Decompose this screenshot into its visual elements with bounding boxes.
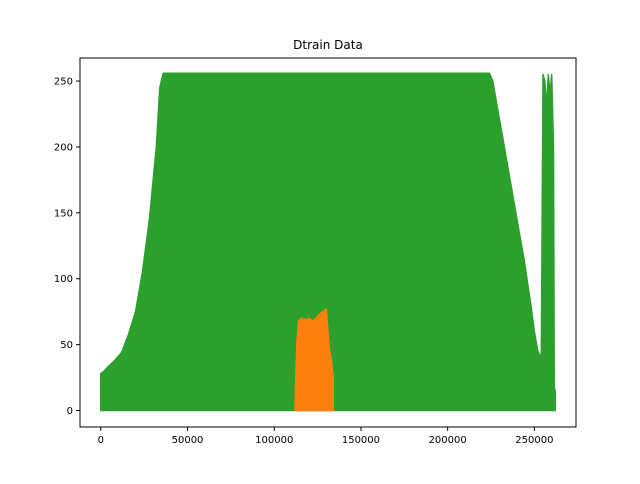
axes-frame	[79, 57, 577, 428]
y-tick-label: 50	[60, 340, 73, 351]
x-tick-label: 200000	[429, 435, 467, 446]
x-tick-label: 0	[98, 435, 104, 446]
chart-title: Dtrain Data	[293, 38, 363, 52]
x-tick-label: 250000	[515, 435, 553, 446]
plot-series	[100, 72, 556, 412]
y-tick-label: 150	[54, 208, 73, 219]
y-tick-label: 0	[67, 406, 73, 417]
y-tick-label: 250	[54, 77, 73, 88]
series-1-area	[100, 72, 556, 412]
x-axis-ticks: 0 50000 100000 150000 200000 250000	[98, 427, 553, 446]
x-tick-label: 100000	[255, 435, 293, 446]
x-tick-label: 50000	[172, 435, 204, 446]
series-2-area	[294, 308, 334, 412]
y-tick-label: 100	[54, 274, 73, 285]
y-tick-label: 200	[54, 142, 73, 153]
x-tick-label: 150000	[342, 435, 380, 446]
y-axis-ticks: 0 50 100 150 200 250	[54, 77, 80, 417]
